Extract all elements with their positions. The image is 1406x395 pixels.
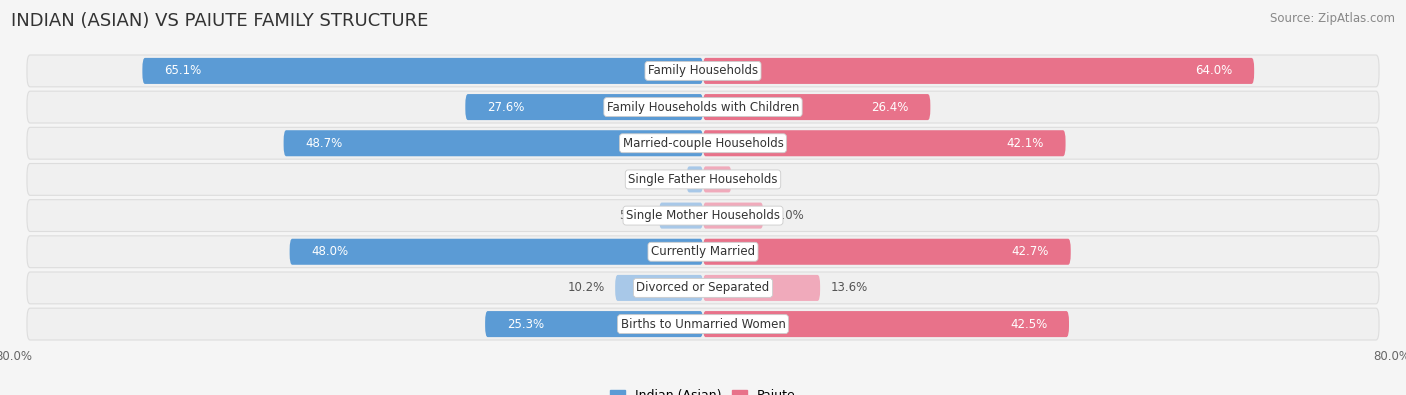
- FancyBboxPatch shape: [27, 308, 1379, 340]
- Text: Single Mother Households: Single Mother Households: [626, 209, 780, 222]
- Text: 10.2%: 10.2%: [568, 281, 605, 294]
- FancyBboxPatch shape: [703, 239, 1071, 265]
- Text: Divorced or Separated: Divorced or Separated: [637, 281, 769, 294]
- Text: 65.1%: 65.1%: [165, 64, 201, 77]
- Text: 26.4%: 26.4%: [872, 101, 908, 114]
- Text: 1.9%: 1.9%: [647, 173, 676, 186]
- Text: 25.3%: 25.3%: [506, 318, 544, 331]
- Text: Single Father Households: Single Father Households: [628, 173, 778, 186]
- Legend: Indian (Asian), Paiute: Indian (Asian), Paiute: [606, 384, 800, 395]
- Text: Currently Married: Currently Married: [651, 245, 755, 258]
- Text: 48.7%: 48.7%: [305, 137, 343, 150]
- FancyBboxPatch shape: [27, 272, 1379, 304]
- FancyBboxPatch shape: [27, 236, 1379, 268]
- Text: 64.0%: 64.0%: [1195, 64, 1233, 77]
- Text: 27.6%: 27.6%: [486, 101, 524, 114]
- Text: 48.0%: 48.0%: [311, 245, 349, 258]
- FancyBboxPatch shape: [659, 203, 703, 229]
- Text: 3.3%: 3.3%: [742, 173, 772, 186]
- Text: Source: ZipAtlas.com: Source: ZipAtlas.com: [1270, 12, 1395, 25]
- Text: 42.1%: 42.1%: [1007, 137, 1045, 150]
- Text: 42.7%: 42.7%: [1012, 245, 1049, 258]
- Text: INDIAN (ASIAN) VS PAIUTE FAMILY STRUCTURE: INDIAN (ASIAN) VS PAIUTE FAMILY STRUCTUR…: [11, 12, 429, 30]
- FancyBboxPatch shape: [703, 311, 1069, 337]
- FancyBboxPatch shape: [686, 166, 703, 192]
- FancyBboxPatch shape: [27, 55, 1379, 87]
- Text: 5.1%: 5.1%: [619, 209, 648, 222]
- FancyBboxPatch shape: [27, 91, 1379, 123]
- Text: Family Households with Children: Family Households with Children: [607, 101, 799, 114]
- Text: Married-couple Households: Married-couple Households: [623, 137, 783, 150]
- FancyBboxPatch shape: [465, 94, 703, 120]
- FancyBboxPatch shape: [703, 275, 820, 301]
- Text: Family Households: Family Households: [648, 64, 758, 77]
- FancyBboxPatch shape: [284, 130, 703, 156]
- FancyBboxPatch shape: [703, 166, 731, 192]
- Text: 13.6%: 13.6%: [831, 281, 868, 294]
- FancyBboxPatch shape: [616, 275, 703, 301]
- FancyBboxPatch shape: [142, 58, 703, 84]
- Text: 42.5%: 42.5%: [1011, 318, 1047, 331]
- FancyBboxPatch shape: [290, 239, 703, 265]
- FancyBboxPatch shape: [703, 203, 763, 229]
- FancyBboxPatch shape: [27, 199, 1379, 231]
- FancyBboxPatch shape: [703, 94, 931, 120]
- FancyBboxPatch shape: [703, 130, 1066, 156]
- Text: Births to Unmarried Women: Births to Unmarried Women: [620, 318, 786, 331]
- FancyBboxPatch shape: [27, 127, 1379, 159]
- Text: 7.0%: 7.0%: [773, 209, 803, 222]
- FancyBboxPatch shape: [703, 58, 1254, 84]
- FancyBboxPatch shape: [485, 311, 703, 337]
- FancyBboxPatch shape: [27, 164, 1379, 196]
